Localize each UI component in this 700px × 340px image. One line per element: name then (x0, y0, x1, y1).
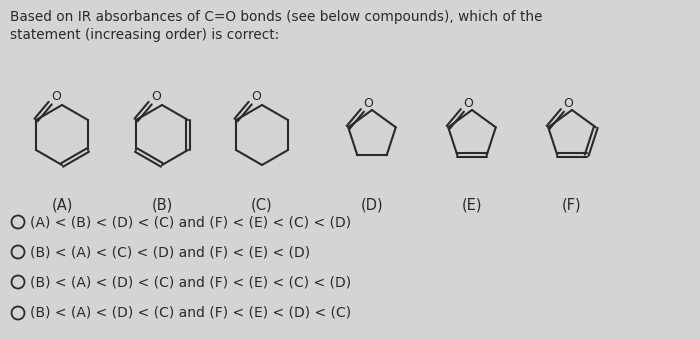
Text: O: O (564, 97, 573, 110)
Text: O: O (251, 90, 261, 103)
Text: O: O (51, 90, 61, 103)
Text: O: O (363, 97, 373, 110)
Text: (D): (D) (360, 198, 384, 213)
Text: (B) < (A) < (D) < (C) and (F) < (E) < (D) < (C): (B) < (A) < (D) < (C) and (F) < (E) < (D… (30, 306, 351, 320)
Text: O: O (151, 90, 161, 103)
Text: (C): (C) (251, 198, 273, 213)
Text: statement (increasing order) is correct:: statement (increasing order) is correct: (10, 28, 279, 42)
Text: (A) < (B) < (D) < (C) and (F) < (E) < (C) < (D): (A) < (B) < (D) < (C) and (F) < (E) < (C… (30, 215, 351, 229)
Text: (E): (E) (462, 198, 482, 213)
Text: (B) < (A) < (C) < (D) and (F) < (E) < (D): (B) < (A) < (C) < (D) and (F) < (E) < (D… (30, 245, 310, 259)
Text: (B) < (A) < (D) < (C) and (F) < (E) < (C) < (D): (B) < (A) < (D) < (C) and (F) < (E) < (C… (30, 275, 351, 289)
Text: O: O (463, 97, 473, 110)
Text: (F): (F) (562, 198, 582, 213)
Text: (B): (B) (151, 198, 173, 213)
Text: (A): (A) (51, 198, 73, 213)
Text: Based on IR absorbances of C=O bonds (see below compounds), which of the: Based on IR absorbances of C=O bonds (se… (10, 10, 542, 24)
